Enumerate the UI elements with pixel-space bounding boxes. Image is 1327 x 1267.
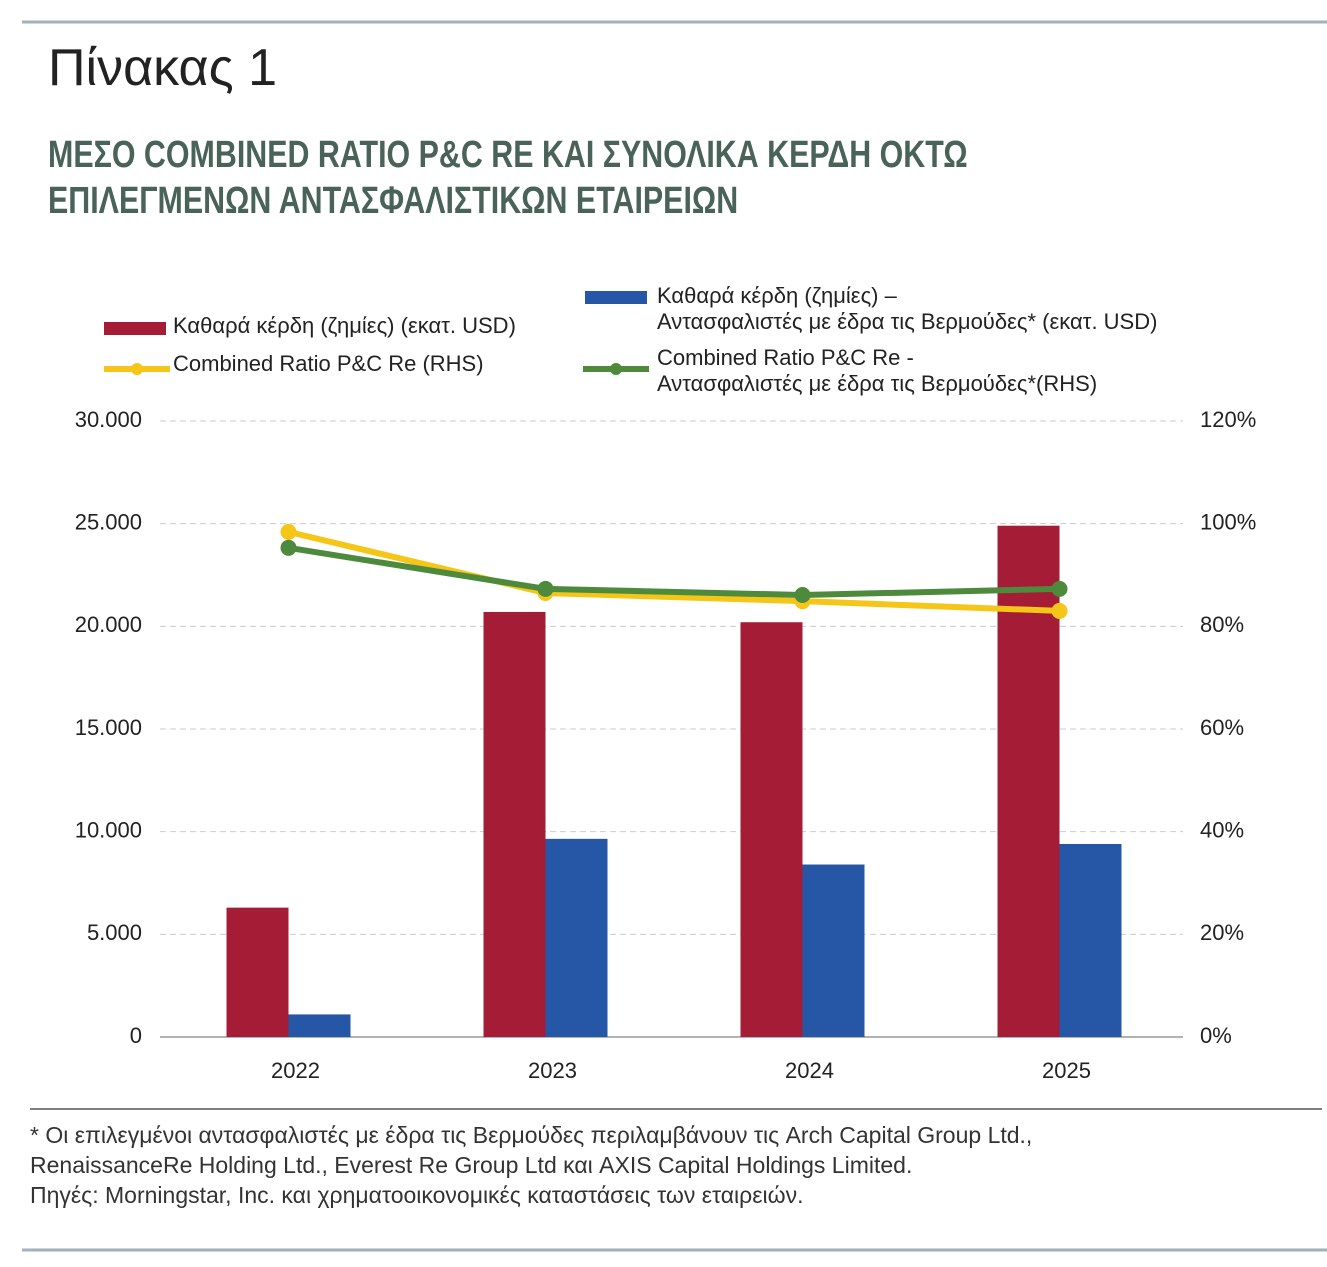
legend-label: Καθαρά κέρδη (ζημίες) (εκατ. USD) [173,313,516,338]
x-tick-label: 2022 [271,1058,320,1083]
y2-tick-label: 0% [1200,1023,1232,1048]
y-tick-label: 25.000 [75,509,142,534]
chart-title: Πίνακας 1 [48,39,278,97]
subtitle: ΜΕΣΟ COMBINED RATIO P&C RE ΚΑΙ ΣΥΝΟΛΙΚΑ … [48,134,968,176]
source: Πηγές: Morningstar, Inc. και χρηματοοικο… [30,1182,804,1208]
bar [740,622,803,1037]
legend-swatch [131,363,143,375]
y2-tick-label: 100% [1200,509,1256,534]
y2-tick-label: 120% [1200,407,1256,432]
footnote: * Οι επιλεγμένοι αντασφαλιστές με έδρα τ… [30,1122,1033,1178]
x-tick-label: 2024 [785,1058,834,1083]
x-tick-label: 2025 [1042,1058,1091,1083]
x-tick-label: 2023 [528,1058,577,1083]
legend-label: Combined Ratio P&C Re - Αντασφαλιστές με… [657,345,1098,396]
y2-tick-label: 40% [1200,817,1244,842]
line [287,528,1060,614]
y-tick-label: 0 [130,1023,142,1048]
legend-label: Καθαρά κέρδη (ζημίες) – Αντασφαλιστές με… [657,283,1158,334]
y-tick-label: 30.000 [75,407,142,432]
point [1051,602,1068,619]
bar [1059,843,1122,1037]
point [280,523,297,540]
bar [997,525,1060,1037]
y-tick-label: 15.000 [75,715,142,740]
point [537,580,554,597]
point [1051,580,1068,597]
bar [288,1014,351,1037]
point [794,587,811,604]
y-tick-label: 5.000 [87,920,142,945]
bar [226,907,289,1037]
y2-tick-label: 20% [1200,920,1244,945]
legend-swatch [104,322,166,335]
y-tick-label: 10.000 [75,817,142,842]
y2-tick-label: 60% [1200,715,1244,740]
legend-swatch [585,291,647,304]
line [288,544,1060,599]
y-tick-label: 20.000 [75,612,142,637]
legend-swatch [610,363,622,375]
bar [545,838,608,1037]
bar [802,864,865,1037]
y2-tick-label: 80% [1200,612,1244,637]
subtitle: ΕΠΙΛΕΓΜΕΝΩΝ ΑΝΤΑΣΦΑΛΙΣΤΙΚΩΝ ΕΤΑΙΡΕΙΩΝ [48,180,739,222]
bar [483,611,546,1037]
legend-label: Combined Ratio P&C Re (RHS) [173,351,484,376]
point [280,539,297,556]
